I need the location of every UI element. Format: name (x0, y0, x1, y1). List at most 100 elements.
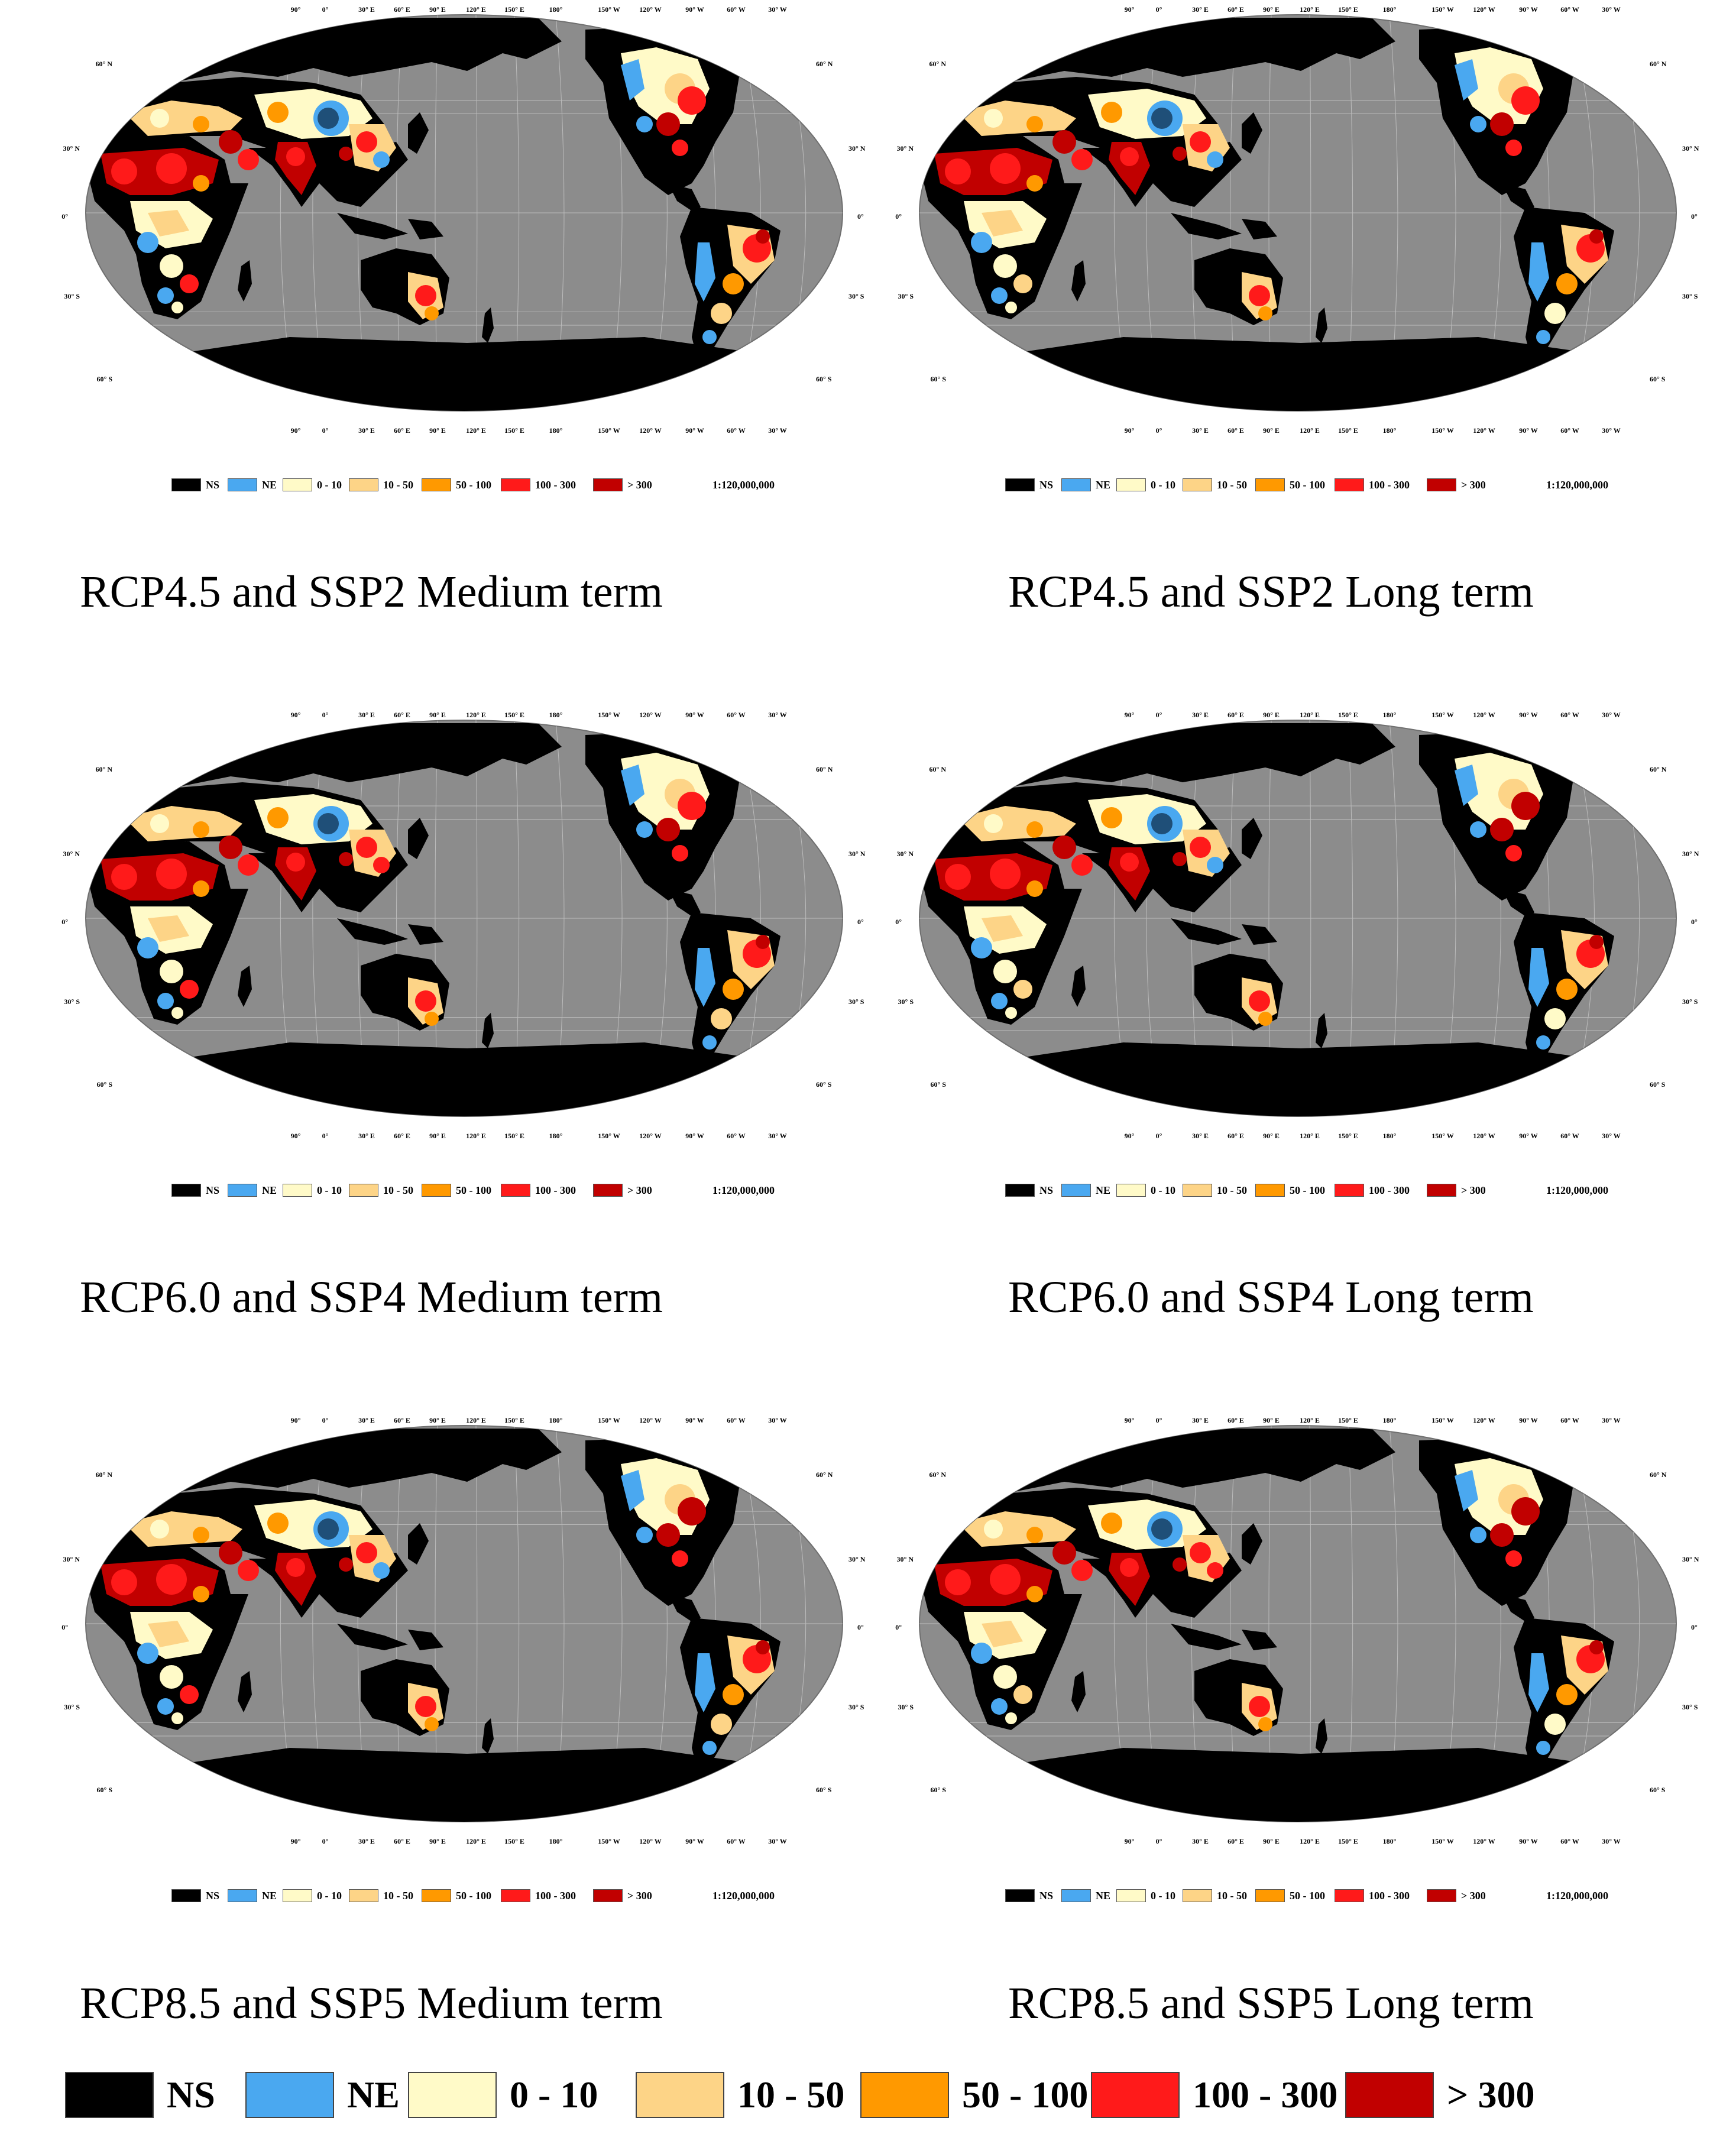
hotspot-us-east (678, 792, 706, 820)
longitude-label-bottom: 60° E (394, 426, 410, 435)
latitude-label-left: 60° N (96, 60, 113, 68)
zone-ne (702, 1741, 717, 1755)
latitude-label-right: 60° N (1650, 765, 1667, 773)
hotspot (1026, 1586, 1043, 1602)
zone-ne-andes (1528, 948, 1549, 1007)
hotspot (286, 147, 305, 166)
legend-label: > 300 (1461, 1889, 1486, 1902)
hotspot (286, 1558, 305, 1577)
hotspot (1026, 175, 1043, 192)
legend-swatch (171, 1889, 201, 1902)
greenland (733, 723, 798, 765)
hotspot (1013, 1685, 1032, 1704)
longitude-label-bottom: 60° E (1227, 1837, 1244, 1845)
legend-swatch (422, 1184, 451, 1197)
hotspot (415, 1696, 436, 1717)
indonesia (337, 213, 408, 239)
legend-item: 100 - 300 (501, 1181, 576, 1199)
hotspot-middle-east (219, 130, 242, 154)
latitude-label-right: 60° S (816, 1786, 832, 1794)
longitude-label-top: 120° E (466, 6, 486, 14)
zone-tibet-core (1151, 108, 1173, 129)
longitude-label-bottom: 120° E (466, 426, 486, 435)
hotspot (156, 859, 187, 889)
legend-label: 10 - 50 (383, 1184, 413, 1196)
map-scale: 1:120,000,000 (1546, 1890, 1608, 1902)
legend-label: 50 - 100 (456, 1184, 491, 1196)
legend-swatch (422, 478, 451, 491)
legend-item: > 300 (593, 1887, 652, 1905)
hotspot (238, 854, 259, 876)
map-panel-4: 90° 90° 0° 0° 30° E 30° E 60° E 60° E 90° E 90° E… (887, 711, 1709, 1197)
hotspot (1190, 1542, 1211, 1563)
zone-ne-west (621, 59, 644, 101)
longitude-label-top: 150° W (1431, 6, 1454, 14)
longitude-label-top: 120° W (639, 1417, 662, 1424)
longitude-label-top: 120° E (466, 1417, 486, 1424)
zone-ne-west (621, 765, 644, 806)
map-panel-3: 90° 90° 0° 0° 30° E 30° E 60° E 60° E 90° E 90° E… (53, 711, 875, 1197)
zone-ne-andes (1528, 1653, 1549, 1712)
zone (150, 109, 169, 128)
latitude-label-left: 30° N (897, 850, 914, 858)
hotspot (1071, 854, 1093, 876)
longitude-label-bottom: 90° (291, 426, 301, 435)
zone-tibet-core (1151, 813, 1173, 834)
latitude-label-left: 60° S (97, 1080, 113, 1089)
world-map: 90° 90° 0° 0° 30° E 30° E 60° E 60° E 90° E 90° E… (61, 1417, 866, 1845)
map-legend: NS NE 0 - 10 10 - 50 50 - 100 100 - 300 > 300 1… (53, 1887, 875, 1905)
longitude-label-bottom: 90° E (429, 426, 446, 435)
legend-swatch (501, 478, 530, 491)
longitude-label-bottom: 120° E (466, 1837, 486, 1845)
zone-sahel-mid (982, 210, 1023, 237)
legend-swatch (1335, 1184, 1364, 1197)
legend-item: 0 - 10 (283, 1181, 342, 1199)
latitude-label-left: 0° (61, 918, 68, 926)
legend-label: 0 - 10 (1151, 478, 1175, 491)
zone-ne (991, 993, 1008, 1009)
map-legend: NS NE 0 - 10 10 - 50 50 - 100 100 - 300 > 300 1… (887, 1887, 1709, 1905)
legend-item: 50 - 100 (422, 1181, 491, 1199)
longitude-label-bottom: 120° W (639, 1132, 662, 1140)
longitude-label-top: 0° (322, 711, 329, 719)
new-guinea (408, 219, 443, 239)
map-panel-2: 90° 90° 0° 0° 30° E 30° E 60° E 60° E 90° E 90° E… (887, 6, 1709, 491)
longitude-label-top: 120° E (466, 711, 486, 719)
zone (171, 302, 183, 313)
longitude-label-bottom: 120° W (639, 1837, 662, 1845)
legend-item: 0 - 10 (1116, 1181, 1175, 1199)
longitude-label-top: 120° E (1300, 1417, 1320, 1424)
zone-tibet-core (318, 1518, 339, 1540)
zone (984, 109, 1003, 128)
zone-ne (137, 232, 158, 253)
legend-swatch (1061, 1184, 1091, 1197)
legend-swatch (1255, 1889, 1285, 1902)
madagascar (1071, 260, 1086, 302)
latitude-label-right: 0° (1691, 1623, 1698, 1631)
longitude-label-top: 30° E (1192, 1417, 1209, 1424)
zone-ne (636, 1527, 653, 1543)
map-legend: NS NE 0 - 10 10 - 50 50 - 100 100 - 300 > 300 1… (887, 1181, 1709, 1199)
legend-swatch (228, 478, 257, 491)
latitude-label-right: 30° S (1682, 1703, 1698, 1711)
legend-item: > 300 (1427, 1887, 1486, 1905)
latitude-label-left: 30° S (898, 292, 914, 300)
panel-caption: RCP8.5 and SSP5 Medium term (80, 1978, 663, 2028)
longitude-label-top: 150° E (1338, 6, 1358, 14)
hotspot (1101, 807, 1122, 828)
japan (408, 1523, 429, 1565)
legend-item: 100 - 300 (1335, 476, 1410, 494)
longitude-label-bottom: 90° E (1263, 1132, 1280, 1140)
legend-label: 50 - 100 (962, 2074, 1089, 2116)
longitude-label-top: 150° E (504, 1417, 524, 1424)
latitude-label-right: 60° N (816, 1471, 833, 1479)
legend-swatch (1091, 2072, 1180, 2118)
zone (150, 814, 169, 833)
zone-ne (636, 821, 653, 838)
hotspot (656, 818, 680, 841)
legend-label: NE (1096, 1184, 1111, 1196)
legend-item: NS (1005, 1181, 1053, 1199)
hotspot (1026, 880, 1043, 897)
zone (1544, 1714, 1566, 1735)
longitude-label-bottom: 60° E (1227, 1132, 1244, 1140)
